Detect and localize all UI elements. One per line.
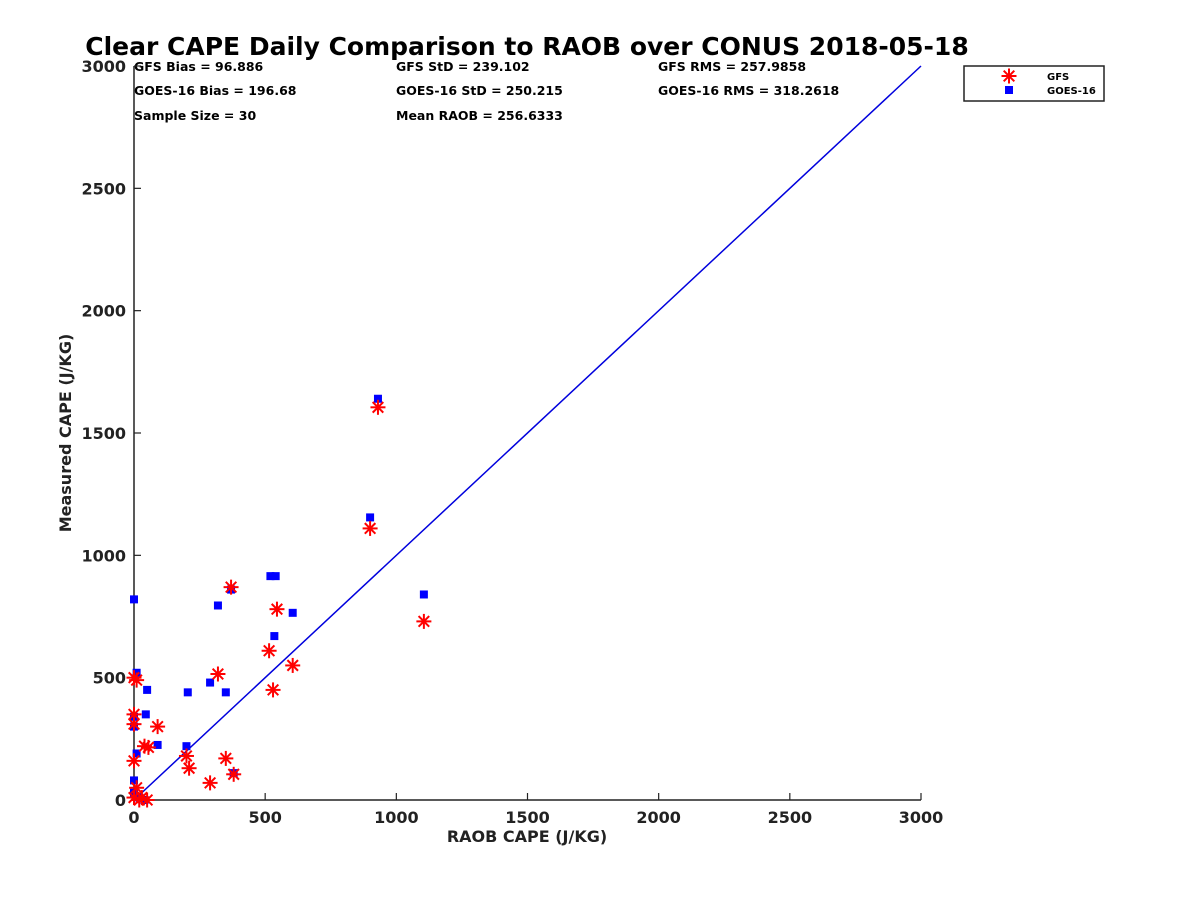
goes16-point [270, 632, 279, 641]
gfs-point [223, 579, 239, 595]
goes16-point [266, 572, 275, 581]
goes16-point [141, 710, 150, 719]
goes16-point [130, 776, 138, 785]
goes16-point [373, 394, 382, 403]
gfs-point [416, 613, 432, 629]
gfs-point [362, 520, 378, 536]
gfs-point [129, 672, 145, 688]
x-tick-label: 0 [128, 808, 139, 827]
x-tick-label: 1500 [505, 808, 550, 827]
x-axis-label: RAOB CAPE (J/KG) [447, 827, 607, 846]
legend-gfs-marker [1001, 68, 1017, 84]
y-tick-label: 3000 [81, 57, 126, 76]
legend-box [963, 65, 1105, 102]
legend-goes16-marker [1005, 86, 1013, 94]
x-tick-label: 500 [248, 808, 281, 827]
legend-goes16-square [1005, 86, 1013, 94]
one-to-one-line [133, 65, 922, 801]
stat-gfs-std: GFS StD = 239.102 [396, 59, 530, 74]
x-tick-label: 2500 [768, 808, 813, 827]
y-tick-label: 2500 [81, 179, 126, 198]
x-axis-ticks: 0 500 1000 1500 2000 2500 3000 [128, 793, 943, 827]
gfs-point [140, 739, 156, 755]
data-series [126, 394, 432, 808]
gfs-point [126, 753, 142, 769]
goes16-point [143, 685, 152, 694]
gfs-point [178, 748, 194, 764]
y-axis-label: Measured CAPE (J/KG) [56, 334, 75, 533]
x-tick-label: 1000 [374, 808, 419, 827]
y-tick-label: 1000 [81, 546, 126, 565]
goes16-point [132, 749, 141, 758]
gfs-point [261, 643, 277, 659]
gfs-point [202, 775, 218, 791]
legend: GFS GOES-16 [963, 65, 1105, 102]
x-tick-label: 3000 [899, 808, 944, 827]
goes16-point [366, 513, 375, 522]
gfs-point [181, 760, 197, 776]
x-tick-label: 2000 [636, 808, 681, 827]
legend-gfs-asterisk [1001, 68, 1017, 84]
y-tick-label: 0 [115, 791, 126, 810]
gfs-point [210, 666, 226, 682]
stat-goes-bias: GOES-16 Bias = 196.68 [134, 83, 296, 98]
goes16-point [130, 595, 138, 604]
y-tick-label: 1500 [81, 424, 126, 443]
gfs-point [218, 750, 234, 766]
series-gfs [126, 399, 432, 808]
y-tick-label: 500 [93, 669, 126, 688]
goes16-point [271, 572, 280, 581]
goes16-point [419, 590, 428, 599]
stat-goes-rms: GOES-16 RMS = 318.2618 [658, 83, 839, 98]
goes16-point [182, 742, 191, 751]
gfs-point [139, 792, 155, 808]
goes16-point [206, 678, 215, 687]
stat-sample-size: Sample Size = 30 [134, 108, 256, 123]
goes16-point [288, 608, 297, 617]
goes16-point [221, 688, 230, 697]
gfs-point [126, 716, 142, 732]
gfs-point [285, 657, 301, 673]
gfs-point [226, 766, 242, 782]
y-tick-label: 2000 [81, 302, 126, 321]
gfs-point [370, 399, 386, 415]
stat-gfs-rms: GFS RMS = 257.9858 [658, 59, 806, 74]
stat-mean-raob: Mean RAOB = 256.6333 [396, 108, 563, 123]
goes16-point [183, 688, 192, 697]
gfs-point [269, 601, 285, 617]
legend-goes16-label: GOES-16 [1047, 86, 1096, 97]
goes16-point [213, 601, 222, 610]
legend-gfs-label: GFS [1047, 72, 1069, 83]
stat-goes-std: GOES-16 StD = 250.215 [396, 83, 563, 98]
gfs-point [265, 682, 281, 698]
stat-gfs-bias: GFS Bias = 96.886 [134, 59, 264, 74]
y-axis-ticks: 0 500 1000 1500 2000 2500 3000 [81, 57, 141, 810]
goes16-point [153, 740, 162, 749]
chart-title: Clear CAPE Daily Comparison to RAOB over… [85, 32, 968, 61]
gfs-point [150, 719, 166, 735]
